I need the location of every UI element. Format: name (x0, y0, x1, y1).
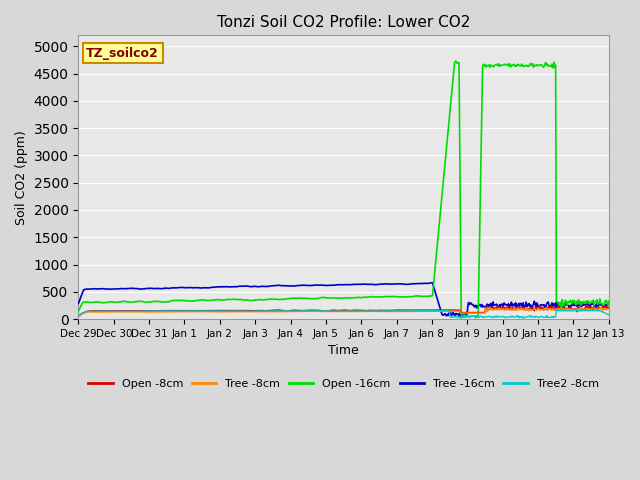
X-axis label: Time: Time (328, 344, 359, 357)
Text: TZ_soilco2: TZ_soilco2 (86, 47, 159, 60)
Title: Tonzi Soil CO2 Profile: Lower CO2: Tonzi Soil CO2 Profile: Lower CO2 (217, 15, 470, 30)
Y-axis label: Soil CO2 (ppm): Soil CO2 (ppm) (15, 130, 28, 225)
Legend: Open -8cm, Tree -8cm, Open -16cm, Tree -16cm, Tree2 -8cm: Open -8cm, Tree -8cm, Open -16cm, Tree -… (84, 374, 604, 393)
